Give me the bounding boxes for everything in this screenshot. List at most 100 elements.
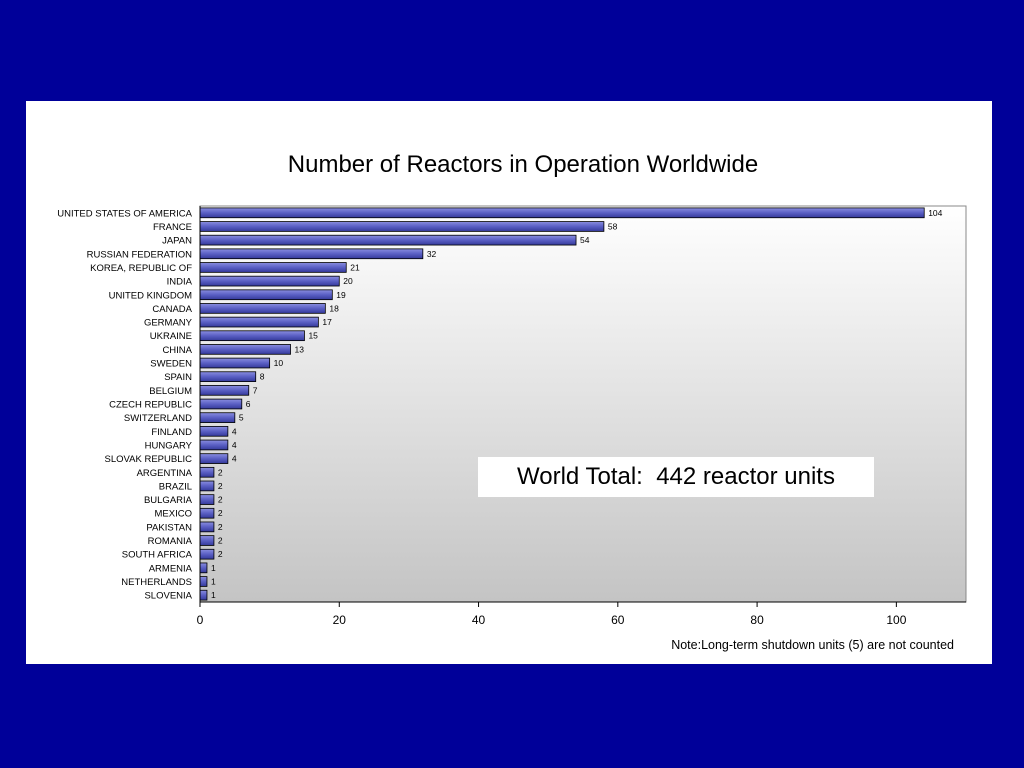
bar <box>199 344 291 355</box>
x-tick-label: 60 <box>611 613 625 627</box>
data-label: 8 <box>260 372 265 382</box>
bar <box>199 494 215 505</box>
category-label: SWITZERLAND <box>124 413 192 424</box>
data-label: 2 <box>218 536 223 546</box>
bar <box>199 385 250 396</box>
category-label: FRANCE <box>153 222 192 233</box>
data-label: 2 <box>218 522 223 532</box>
data-label: 4 <box>232 454 237 464</box>
bar <box>199 207 925 219</box>
category-label: SLOVAK REPUBLIC <box>105 454 193 465</box>
category-label: UNITED KINGDOM <box>109 290 192 301</box>
category-label: FINLAND <box>151 427 192 438</box>
bar <box>199 398 243 410</box>
data-label: 2 <box>218 549 223 559</box>
category-label: BELGIUM <box>149 386 192 397</box>
data-label: 4 <box>232 426 237 436</box>
bar <box>199 439 229 451</box>
x-tick-label: 40 <box>472 613 486 627</box>
data-label: 1 <box>211 577 216 587</box>
data-label: 2 <box>218 467 223 477</box>
category-label: ARMENIA <box>149 563 193 574</box>
category-label: JAPAN <box>162 236 192 247</box>
bar <box>199 589 208 601</box>
x-tick-label: 0 <box>197 613 204 627</box>
category-label: ROMANIA <box>148 536 193 547</box>
data-label: 1 <box>211 590 216 600</box>
category-label: MEXICO <box>155 509 192 520</box>
data-label: 7 <box>253 385 258 395</box>
data-label: 2 <box>218 495 223 505</box>
data-label: 2 <box>218 481 223 491</box>
x-axis: 0 20 40 60 80 100 <box>197 206 966 627</box>
bar <box>199 425 229 437</box>
category-label: BULGARIA <box>144 495 193 506</box>
data-label: 15 <box>308 331 318 341</box>
world-total-box: World Total: 442 reactor units <box>478 457 874 497</box>
bar <box>199 221 605 232</box>
category-label: ARGENTINA <box>137 468 193 479</box>
data-label: 58 <box>608 221 618 231</box>
data-label: 19 <box>336 290 346 300</box>
category-label: SOUTH AFRICA <box>122 550 193 561</box>
category-label: PAKISTAN <box>146 522 192 533</box>
category-labels: UNITED STATES OF AMERICA FRANCE JAPAN RUSSI… <box>57 208 192 601</box>
chart-title: Number of Reactors in Operation Worldwid… <box>288 151 758 178</box>
data-label: 104 <box>928 208 942 218</box>
data-label: 20 <box>343 276 353 286</box>
category-label: CHINA <box>162 345 192 356</box>
bar <box>199 275 340 287</box>
bars-group <box>199 207 925 601</box>
bar <box>199 507 215 519</box>
data-label: 32 <box>427 249 437 259</box>
bar <box>199 453 229 464</box>
bar <box>199 371 257 383</box>
bar <box>199 562 208 574</box>
category-label: SLOVENIA <box>144 591 192 602</box>
data-label: 54 <box>580 235 590 245</box>
bar <box>199 521 215 533</box>
category-label: SPAIN <box>164 372 192 383</box>
bar <box>199 303 326 314</box>
data-label: 4 <box>232 440 237 450</box>
bar <box>199 289 333 301</box>
bar <box>199 357 271 369</box>
value-labels: 1045854322120191817151310876544422222221… <box>211 208 943 600</box>
x-tick-label: 20 <box>333 613 347 627</box>
bar-chart: Number of Reactors in Operation Worldwid… <box>57 151 967 652</box>
bar <box>199 480 215 492</box>
bar <box>199 535 215 546</box>
category-label: CZECH REPUBLIC <box>109 400 192 411</box>
data-label: 13 <box>295 344 305 354</box>
data-label: 1 <box>211 563 216 573</box>
x-tick-label: 100 <box>886 613 906 627</box>
data-label: 17 <box>322 317 332 327</box>
category-label: KOREA, REPUBLIC OF <box>90 263 192 274</box>
data-label: 5 <box>239 413 244 423</box>
slide-panel: Number of Reactors in Operation Worldwid… <box>26 101 992 664</box>
x-tick-label: 80 <box>750 613 764 627</box>
category-label: INDIA <box>167 277 193 288</box>
category-label: BRAZIL <box>159 481 192 492</box>
data-label: 18 <box>329 303 339 313</box>
bar <box>199 412 236 423</box>
bar <box>199 466 215 478</box>
bar <box>199 262 347 273</box>
bar <box>199 548 215 560</box>
bar <box>199 316 319 328</box>
data-label: 6 <box>246 399 251 409</box>
bar <box>199 576 208 587</box>
bar <box>199 248 424 260</box>
category-label: NETHERLANDS <box>121 577 192 588</box>
data-label: 10 <box>274 358 284 368</box>
category-label: RUSSIAN FEDERATION <box>87 249 193 260</box>
category-label: SWEDEN <box>150 359 192 370</box>
footnote: Note:Long-term shutdown units (5) are no… <box>671 638 954 652</box>
category-label: CANADA <box>152 304 192 315</box>
data-label: 21 <box>350 262 360 272</box>
category-label: GERMANY <box>144 318 193 329</box>
data-label: 2 <box>218 508 223 518</box>
category-label: HUNGARY <box>145 440 193 451</box>
bar <box>199 330 305 342</box>
bar <box>199 234 577 246</box>
